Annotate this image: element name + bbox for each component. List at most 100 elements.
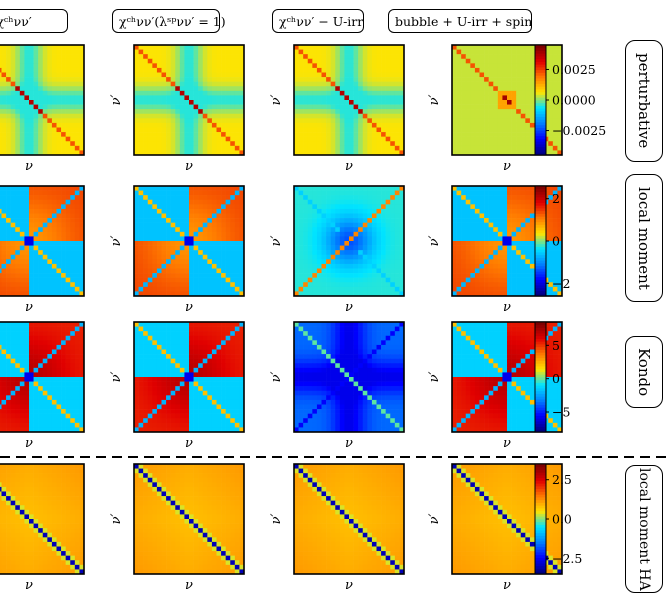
heatmap-cell <box>298 113 304 119</box>
heatmap-cell <box>143 190 149 196</box>
x-axis-label: ν <box>25 159 33 174</box>
heatmap-cell <box>353 259 359 265</box>
heatmap-cell <box>152 141 158 147</box>
heatmap-cell <box>207 241 213 246</box>
heatmap-cell <box>548 250 554 256</box>
heatmap-cell <box>184 86 190 92</box>
heatmap-cell <box>344 250 350 256</box>
heatmap-cell <box>6 340 11 346</box>
heatmap-cell <box>152 150 158 156</box>
heatmap-cell <box>312 291 318 297</box>
heatmap-cell <box>10 199 16 205</box>
heatmap-cell <box>497 199 503 205</box>
heatmap-cell <box>19 95 25 101</box>
heatmap-cell <box>134 122 139 128</box>
heatmap-cell <box>56 273 62 278</box>
heatmap-cell <box>349 286 354 292</box>
heatmap-cell <box>330 113 336 119</box>
heatmap-cell <box>225 118 231 124</box>
heatmap-cell <box>529 95 535 101</box>
heatmap-cell <box>371 127 377 133</box>
heatmap-cell <box>344 145 350 151</box>
heatmap-cell <box>61 349 66 355</box>
heatmap-cell <box>175 109 181 115</box>
heatmap-cell <box>371 136 377 142</box>
heatmap-cell <box>516 245 522 251</box>
heatmap-cell <box>42 95 48 101</box>
heatmap-cell <box>170 113 176 119</box>
heatmap-cell <box>6 118 11 124</box>
heatmap-cell <box>19 86 25 92</box>
heatmap-cell <box>339 250 345 256</box>
heatmap-cell <box>47 231 53 237</box>
heatmap-cell <box>10 241 16 246</box>
heatmap-cell <box>10 54 16 60</box>
heatmap-cell <box>307 190 313 196</box>
heatmap-cell <box>390 222 396 228</box>
heatmap-cell <box>298 286 304 292</box>
heatmap-cell <box>170 95 176 101</box>
heatmap-cell <box>216 67 222 73</box>
heatmap-cell <box>294 95 299 101</box>
heatmap-cell <box>353 254 359 260</box>
heatmap-cell <box>525 277 531 283</box>
heatmap-cell <box>312 286 318 292</box>
heatmap-cell <box>29 322 34 327</box>
heatmap-cell <box>525 81 531 87</box>
heatmap-cell <box>298 49 304 55</box>
heatmap-cell <box>211 186 217 191</box>
heatmap-cell <box>371 122 377 128</box>
heatmap-cell <box>479 218 485 223</box>
heatmap-cell <box>193 113 199 119</box>
heatmap-cell <box>470 45 476 50</box>
heatmap-cell <box>234 90 240 96</box>
heatmap-cell <box>202 104 208 110</box>
heatmap-cell <box>138 241 144 246</box>
heatmap-cell <box>56 58 62 64</box>
heatmap-cell <box>493 282 499 288</box>
heatmap-cell <box>381 145 386 151</box>
heatmap-cell <box>321 250 327 256</box>
heatmap-cell <box>24 63 30 69</box>
heatmap-cell <box>61 245 66 251</box>
heatmap-cell <box>330 259 336 265</box>
heatmap-cell <box>312 77 318 82</box>
heatmap-cell <box>394 141 400 147</box>
heatmap-cell <box>307 259 313 265</box>
heatmap-cell <box>33 136 39 142</box>
heatmap-cell <box>239 49 245 55</box>
heatmap-cell <box>1 186 7 191</box>
heatmap-cell <box>371 231 377 237</box>
heatmap-cell <box>520 141 526 147</box>
heatmap-cell <box>385 208 391 214</box>
heatmap-cell <box>479 186 485 191</box>
heatmap-cell <box>1 195 7 201</box>
heatmap-cell <box>394 204 400 210</box>
heatmap-cell <box>548 145 554 151</box>
heatmap-cell <box>307 100 313 105</box>
heatmap-cell <box>184 268 190 274</box>
y-axis-label: ν′ <box>109 95 124 106</box>
heatmap-cell <box>353 273 359 278</box>
heatmap-cell <box>339 204 345 210</box>
heatmap-cell <box>507 199 512 205</box>
heatmap-cell <box>230 141 236 147</box>
heatmap-cell <box>353 77 359 82</box>
heatmap-cell <box>452 208 457 214</box>
heatmap-cell <box>225 67 231 73</box>
heatmap-cell <box>234 222 240 228</box>
heatmap-cell <box>493 227 499 233</box>
heatmap-cell <box>51 122 57 128</box>
heatmap-cell <box>371 86 377 92</box>
heatmap-cell <box>484 263 489 269</box>
heatmap-cell <box>79 208 85 214</box>
heatmap-cell <box>470 122 476 128</box>
heatmap-cell <box>161 145 167 151</box>
heatmap-cell <box>234 141 240 147</box>
heatmap-cell <box>312 218 318 223</box>
heatmap-cell <box>516 208 522 214</box>
heatmap-cell <box>29 340 34 346</box>
heatmap-cell <box>529 113 535 119</box>
heatmap-cell <box>298 127 304 133</box>
heatmap-cell <box>184 113 190 119</box>
